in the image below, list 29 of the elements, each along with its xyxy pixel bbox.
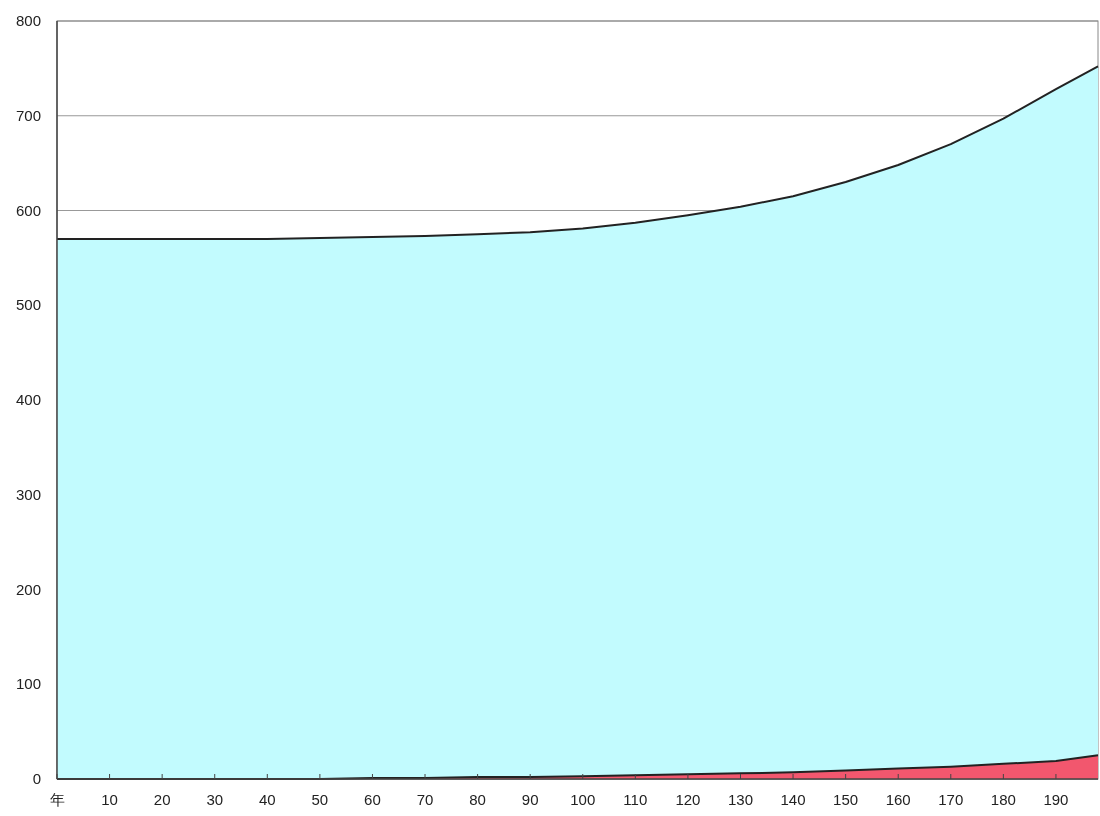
x-tick-label: 110 [623, 791, 648, 808]
x-tick-label: 年 [49, 791, 65, 808]
x-tick-label: 40 [258, 791, 276, 808]
x-tick-label: 160 [885, 791, 911, 808]
y-tick-label: 400 [15, 391, 41, 408]
y-tick-label: 200 [15, 580, 41, 598]
y-tick-label: 500 [15, 296, 41, 314]
x-tick-label: 140 [780, 791, 806, 808]
x-tick-label: 100 [570, 791, 596, 808]
x-tick-label: 20 [153, 791, 171, 808]
y-tick-label: 800 [15, 12, 41, 29]
x-tick-label: 60 [364, 791, 381, 808]
x-tick-label: 10 [101, 791, 118, 808]
x-tick-label: 180 [990, 791, 1016, 808]
x-tick-label: 130 [727, 791, 753, 808]
x-tick-label: 170 [938, 791, 964, 808]
x-tick-label: 50 [311, 791, 329, 808]
y-tick-label: 100 [15, 675, 41, 693]
x-tick-label: 120 [675, 791, 701, 808]
y-tick-label: 0 [32, 770, 41, 787]
y-tick-label: 600 [15, 201, 41, 219]
x-tick-label: 150 [833, 791, 859, 808]
y-tick-label: 700 [15, 106, 41, 124]
x-tick-label: 80 [469, 791, 486, 808]
x-tick-label: 90 [521, 791, 539, 808]
y-tick-label: 300 [15, 485, 41, 503]
x-tick-label: 30 [206, 791, 224, 808]
x-tick-label: 70 [416, 791, 434, 808]
x-tick-label: 190 [1043, 791, 1069, 808]
